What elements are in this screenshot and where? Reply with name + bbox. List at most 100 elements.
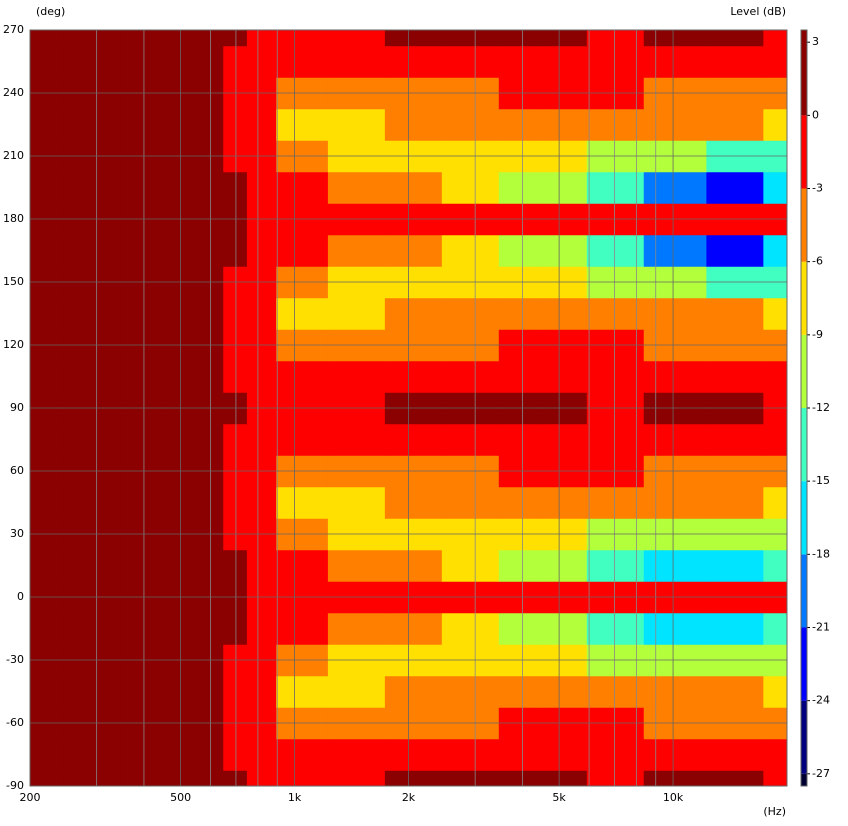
contour-cell [540, 30, 588, 47]
x-tick-label: 10k [663, 791, 684, 804]
contour-cell [441, 423, 500, 456]
contour-cell [195, 234, 224, 267]
y-tick-label: 180 [3, 212, 24, 225]
contour-cell [763, 738, 788, 771]
contour-cell [498, 675, 542, 708]
contour-cell [441, 549, 500, 582]
contour-cell [706, 549, 764, 582]
contour-cell [120, 234, 163, 267]
contour-cell [120, 549, 163, 582]
contour-cell [120, 675, 163, 708]
contour-cell [195, 171, 224, 204]
contour-cell [30, 360, 64, 393]
contour-cell [162, 30, 197, 47]
contour-cell [120, 360, 163, 393]
colorbar-band [801, 554, 807, 628]
contour-cell [586, 297, 645, 330]
contour-cell [498, 30, 542, 47]
contour-cell [195, 738, 224, 771]
contour-cell [763, 297, 788, 330]
colorbar-band [801, 627, 807, 701]
contour-cell [195, 770, 224, 787]
contour-cell [195, 45, 224, 78]
contour-cell [763, 770, 788, 787]
contour-cell [384, 108, 443, 141]
contour-cell [63, 486, 121, 519]
contour-cell [498, 486, 542, 519]
contour-cell [643, 360, 707, 393]
contour-cell [63, 171, 121, 204]
contour-cell [763, 423, 788, 456]
contour-cell [30, 612, 64, 645]
contour-cell [706, 108, 764, 141]
contour-cell [223, 30, 248, 47]
contour-cell [384, 612, 443, 645]
contour-cell [327, 45, 386, 78]
contour-cell [586, 171, 645, 204]
contour-cell [63, 738, 121, 771]
contour-cell [162, 612, 197, 645]
contour-cell [384, 486, 443, 519]
colorbar-band [801, 408, 807, 482]
contour-cell [540, 297, 588, 330]
contour-cell [763, 612, 788, 645]
contour-cell [276, 738, 329, 771]
contour-cell [384, 738, 443, 771]
contour-cell [498, 45, 542, 78]
contour-cell [327, 549, 386, 582]
contour-cell [276, 234, 329, 267]
contour-cell [63, 30, 121, 47]
contour-cell [246, 30, 277, 47]
contour-cell [384, 360, 443, 393]
contour-cell [195, 30, 224, 47]
contour-cell [586, 770, 645, 787]
contour-cell [706, 486, 764, 519]
contour-cell [162, 360, 197, 393]
contour-cell [327, 738, 386, 771]
contour-cell [162, 549, 197, 582]
contour-cell [162, 297, 197, 330]
contour-cell [706, 30, 764, 47]
contour-cell [162, 171, 197, 204]
contour-cell [162, 770, 197, 787]
colorbar-band [801, 773, 807, 786]
contour-cell [384, 423, 443, 456]
contour-cell [276, 675, 329, 708]
contour-cell [246, 234, 277, 267]
contour-cell [384, 30, 443, 47]
contour-cell [276, 549, 329, 582]
contour-cell [643, 234, 707, 267]
contour-cell [276, 486, 329, 519]
contour-cell [498, 360, 542, 393]
contour-cell [441, 738, 500, 771]
contour-cell [441, 486, 500, 519]
contour-cell [246, 486, 277, 519]
colorbar-tick-label: -12 [812, 401, 830, 414]
contour-cell [276, 360, 329, 393]
colorbar-band [801, 334, 807, 408]
contour-cell [276, 30, 329, 47]
contour-cell [30, 549, 64, 582]
y-tick-label: 120 [3, 338, 24, 351]
contour-cell [384, 297, 443, 330]
contour-cell [586, 30, 645, 47]
contour-cell [63, 770, 121, 787]
contour-cell [162, 486, 197, 519]
contour-cell [763, 675, 788, 708]
contour-cell [643, 770, 707, 787]
colorbar-tick-label: 0 [812, 108, 819, 121]
contour-cell [498, 234, 542, 267]
contour-cell [706, 770, 764, 787]
contour-cell [540, 486, 588, 519]
contour-cell [384, 171, 443, 204]
contour-cell [643, 297, 707, 330]
contour-cell [327, 234, 386, 267]
y-tick-label: 90 [10, 401, 24, 414]
contour-cell [540, 612, 588, 645]
contour-cell [276, 612, 329, 645]
contour-cell [441, 30, 500, 47]
contour-cell [763, 234, 788, 267]
contour-cell [63, 612, 121, 645]
colorbar-band [801, 30, 807, 116]
